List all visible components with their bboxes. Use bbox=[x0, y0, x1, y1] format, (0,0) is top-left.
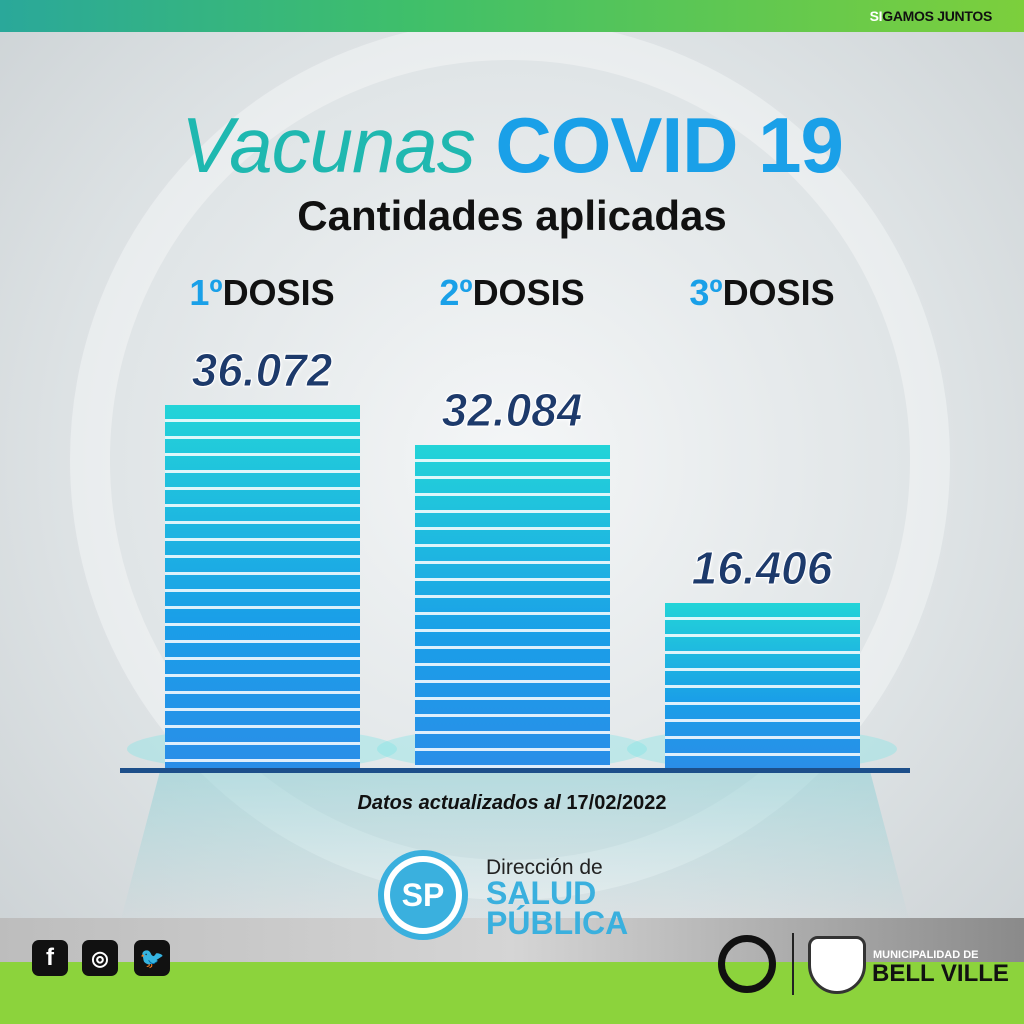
bar-dosis-3 bbox=[665, 602, 860, 768]
bell-ville-shield bbox=[808, 936, 866, 994]
top-bar: SIGAMOS JUNTOS bbox=[0, 0, 1024, 32]
subtitle: Cantidades aplicadas bbox=[297, 192, 727, 239]
city-text: BELL VILLE bbox=[872, 960, 1009, 987]
chart-baseline bbox=[120, 768, 910, 773]
circle-logo bbox=[718, 935, 776, 993]
value-label: 36.072 bbox=[191, 344, 333, 397]
slogan: SIGAMOS JUNTOS bbox=[869, 8, 993, 24]
update-note: Datos actualizados al 17/02/2022 bbox=[357, 792, 667, 814]
salud-publica-text: SALUD PÚBLICA bbox=[486, 875, 629, 941]
category-label: 1ºDOSIS bbox=[189, 272, 335, 313]
value-label: 32.084 bbox=[441, 384, 583, 437]
page-title: Vacunas COVID 19 bbox=[181, 101, 844, 189]
municipalidad-text: MUNICIPALIDAD DE bbox=[873, 949, 979, 961]
instagram-icon[interactable]: ◎ bbox=[82, 940, 118, 976]
value-label: 16.406 bbox=[691, 541, 833, 594]
floor-reflection bbox=[120, 773, 910, 923]
facebook-icon[interactable]: f bbox=[32, 940, 68, 976]
salud-publica-logo: SP bbox=[378, 850, 468, 940]
twitter-icon[interactable]: 🐦 bbox=[134, 940, 170, 976]
bar-dosis-1 bbox=[165, 405, 360, 768]
bar-dosis-2 bbox=[415, 445, 610, 768]
category-label: 3ºDOSIS bbox=[689, 272, 835, 313]
direccion-text: Dirección de bbox=[486, 856, 603, 879]
category-label: 2ºDOSIS bbox=[439, 272, 585, 313]
divider bbox=[792, 933, 794, 995]
